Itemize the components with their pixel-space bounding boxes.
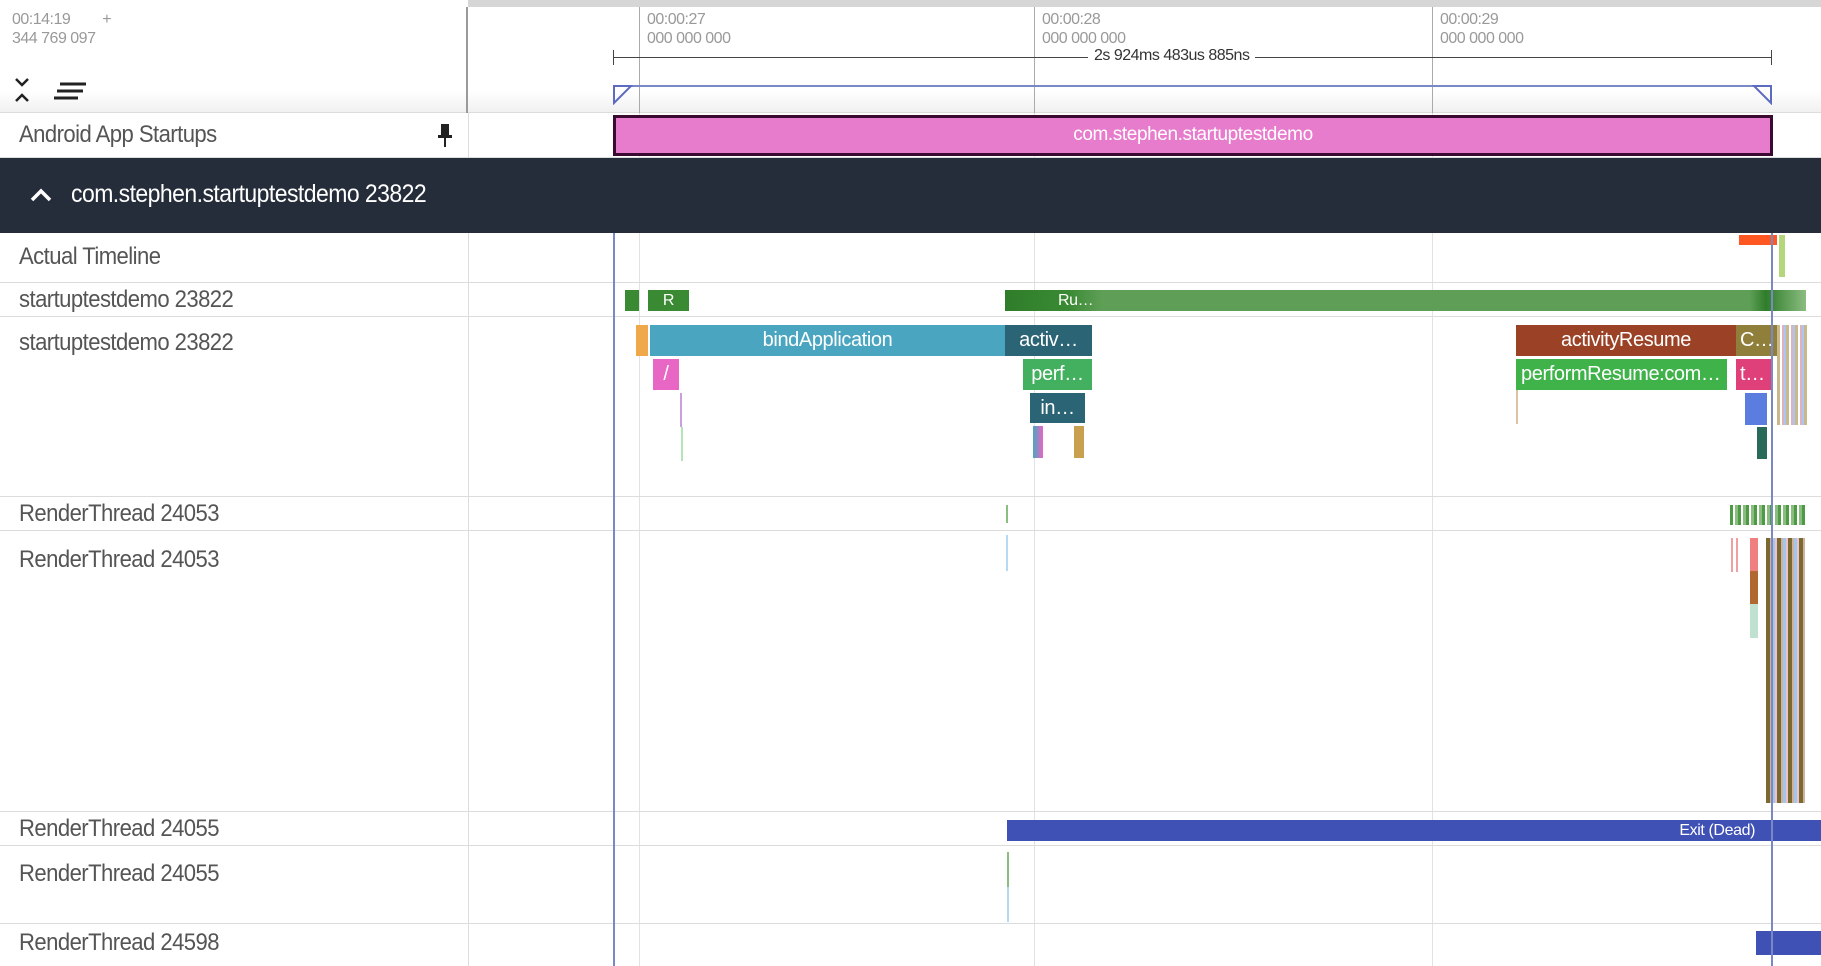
track-label: RenderThread 24053 bbox=[19, 546, 220, 573]
track-renderthread-24598: RenderThread 24598 bbox=[0, 924, 1821, 966]
track-label: Android App Startups bbox=[19, 121, 217, 148]
pinned-track-android-app-startups: Android App Startups com.stephen.startup… bbox=[0, 113, 1821, 158]
track-slices-23822: startuptestdemo 23822 bindApplication ac… bbox=[0, 317, 1821, 497]
slice-slash[interactable]: / bbox=[653, 359, 679, 390]
track-label: RenderThread 24055 bbox=[19, 815, 220, 842]
state-slice[interactable] bbox=[1756, 931, 1821, 955]
track-divider bbox=[468, 317, 469, 496]
timeline-header: 00:14:19 + 344 769 097 00:00:27 000 000 0… bbox=[0, 7, 1821, 113]
selection-start-handle[interactable] bbox=[613, 85, 633, 105]
timestamp-plus: + bbox=[102, 11, 112, 28]
scrollbar-track[interactable] bbox=[468, 0, 1821, 7]
process-group-header[interactable]: com.stephen.startuptestdemo 23822 bbox=[0, 158, 1821, 233]
tick-label: 00:00:27 000 000 000 bbox=[647, 11, 731, 47]
track-renderthread-24053-slices: RenderThread 24053 bbox=[0, 531, 1821, 812]
selection-end-handle[interactable] bbox=[1752, 85, 1772, 105]
state-slice[interactable] bbox=[625, 290, 639, 311]
grid-line bbox=[1432, 113, 1433, 966]
slice-in[interactable]: in… bbox=[1030, 393, 1085, 423]
slice-sliver[interactable] bbox=[680, 393, 682, 427]
track-label: startuptestdemo 23822 bbox=[19, 286, 234, 313]
slice-sliver[interactable] bbox=[1516, 390, 1518, 424]
timestamp-main: 00:14:19 bbox=[12, 11, 71, 28]
slice-activ[interactable]: activ… bbox=[1005, 325, 1092, 356]
selection-start-line bbox=[613, 233, 615, 966]
track-divider bbox=[468, 283, 469, 316]
header-left-panel: 00:14:19 + 344 769 097 bbox=[0, 7, 468, 113]
slice-performResume[interactable]: performResume:com… bbox=[1516, 359, 1727, 390]
track-divider bbox=[468, 233, 469, 282]
time-tick bbox=[1034, 7, 1035, 113]
track-actual-timeline: Actual Timeline bbox=[0, 233, 1821, 283]
selection-bar bbox=[613, 85, 1772, 87]
state-slice-exit-dead[interactable]: Exit (Dead) bbox=[1007, 820, 1821, 841]
process-title: com.stephen.startuptestdemo 23822 bbox=[71, 180, 427, 208]
tick-label: 00:00:28 000 000 000 bbox=[1042, 11, 1126, 47]
track-divider bbox=[468, 924, 469, 966]
slice-sliver[interactable] bbox=[1750, 538, 1758, 638]
track-label: Actual Timeline bbox=[19, 243, 161, 270]
chevron-up-icon[interactable] bbox=[29, 187, 53, 203]
grid-line bbox=[1034, 113, 1035, 966]
timestamp-ns: 344 769 097 bbox=[12, 30, 96, 47]
track-renderthread-24053-state: RenderThread 24053 bbox=[0, 497, 1821, 531]
tick-label: 00:00:29 000 000 000 bbox=[1440, 11, 1524, 47]
horizontal-scrollbar[interactable] bbox=[0, 0, 1821, 7]
slice-sliver[interactable] bbox=[681, 427, 683, 461]
track-divider bbox=[468, 497, 469, 530]
slice-sliver[interactable] bbox=[1074, 426, 1084, 458]
track-label: startuptestdemo 23822 bbox=[19, 329, 234, 356]
menu-lines-icon[interactable] bbox=[54, 81, 88, 101]
track-divider bbox=[468, 812, 469, 845]
pin-icon[interactable] bbox=[436, 123, 454, 149]
ruler-start-tick bbox=[613, 50, 614, 65]
slice-sliver[interactable] bbox=[1007, 852, 1009, 922]
track-thread-state-23822: startuptestdemo 23822 R Ru… bbox=[0, 283, 1821, 317]
time-tick bbox=[639, 7, 640, 113]
slice[interactable] bbox=[636, 325, 648, 356]
slice-sliver[interactable] bbox=[1731, 538, 1739, 572]
slice-t[interactable]: t… bbox=[1736, 359, 1773, 390]
slice-perf[interactable]: perf… bbox=[1023, 359, 1092, 390]
track-label: RenderThread 24055 bbox=[19, 860, 220, 887]
state-slices[interactable] bbox=[1730, 505, 1805, 525]
frame-slice[interactable] bbox=[1739, 235, 1777, 245]
slice-sliver[interactable] bbox=[1006, 505, 1008, 523]
grid-line bbox=[639, 113, 640, 966]
track-renderthread-24055-state: RenderThread 24055 Exit (Dead) bbox=[0, 812, 1821, 846]
slice-sliver[interactable] bbox=[1757, 427, 1767, 459]
slice-activityResume[interactable]: activityResume bbox=[1516, 325, 1736, 356]
slice-sliver[interactable] bbox=[1006, 535, 1008, 571]
slice-bindApplication[interactable]: bindApplication bbox=[650, 325, 1005, 356]
state-slice-runnable[interactable]: R bbox=[648, 290, 689, 311]
selection-end-line bbox=[1771, 233, 1773, 966]
track-label: RenderThread 24598 bbox=[19, 929, 220, 956]
track-label: RenderThread 24053 bbox=[19, 500, 220, 527]
ruler-end-tick bbox=[1771, 50, 1772, 65]
state-slice-running[interactable]: Ru… bbox=[1005, 290, 1806, 311]
frame-slice[interactable] bbox=[1779, 235, 1785, 277]
slice-sliver[interactable] bbox=[1033, 426, 1043, 458]
track-renderthread-24055-slices: RenderThread 24055 bbox=[0, 846, 1821, 924]
time-tick bbox=[1432, 7, 1433, 113]
slice-c[interactable]: C… bbox=[1736, 325, 1777, 356]
track-divider bbox=[468, 531, 469, 811]
app-startup-slice[interactable]: com.stephen.startuptestdemo bbox=[613, 115, 1773, 156]
track-divider bbox=[468, 846, 469, 923]
timestamp-offset: 00:14:19 + 344 769 097 bbox=[12, 10, 112, 48]
collapse-expand-all-icon[interactable] bbox=[12, 75, 32, 105]
slice-sliver[interactable] bbox=[1745, 393, 1767, 425]
track-divider bbox=[468, 113, 469, 157]
selection-duration: 2s 924ms 483us 885ns bbox=[1088, 47, 1256, 65]
slice-sliver[interactable] bbox=[1777, 325, 1807, 425]
